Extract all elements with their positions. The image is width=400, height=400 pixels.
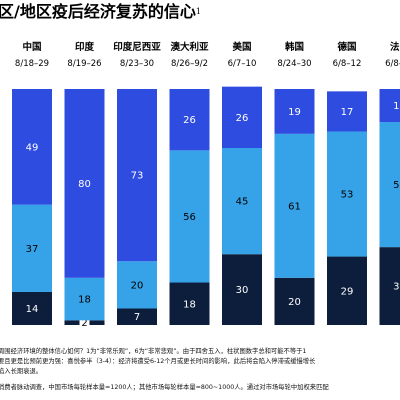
bar-7-pessimistic-segment <box>327 256 367 325</box>
bar-6-neutral-segment <box>274 133 315 278</box>
data-label: 14 <box>393 101 400 112</box>
bar-4-neutral-segment <box>169 150 210 283</box>
bar-8-pessimistic-segment <box>379 247 400 325</box>
bar-2-neutral-segment <box>64 277 105 321</box>
data-label: 53 <box>393 180 400 191</box>
category-label: 澳大利亚 <box>170 41 209 53</box>
bar-1-pessimistic-segment <box>12 291 52 325</box>
bar-7-optimistic-segment <box>327 91 367 132</box>
bar-2-optimistic-segment <box>64 89 105 278</box>
small-value-box <box>79 316 90 328</box>
data-label: 80 <box>78 179 91 190</box>
data-label: 18 <box>183 299 196 310</box>
date-label: 6/7–10 <box>228 59 257 69</box>
footnote-line-1: 周围经济环境的整体信心如何？1为“非常乐观”，6为“非常悲观”。由于四舍五入，柱… <box>0 348 307 355</box>
bar-4-optimistic-segment <box>169 89 210 151</box>
data-label: 20 <box>288 297 301 308</box>
bar-6-pessimistic-segment <box>274 277 315 325</box>
bar-7-neutral-segment <box>327 131 367 257</box>
date-label: 6/8–12 <box>385 59 400 69</box>
data-label: 61 <box>288 201 301 212</box>
data-label: 49 <box>26 142 39 153</box>
data-label: 7 <box>134 312 140 323</box>
data-label: 53 <box>341 190 354 201</box>
bar-8-neutral-segment <box>379 122 400 248</box>
date-label: 8/26–9/2 <box>171 59 208 69</box>
bar-3-optimistic-segment <box>117 89 157 262</box>
category-label: 中国 <box>22 41 41 53</box>
category-label: 印度 <box>75 41 95 53</box>
bar-6-optimistic-segment <box>274 89 315 134</box>
bar-5-pessimistic-segment <box>222 254 262 325</box>
data-label: 30 <box>236 285 249 296</box>
footnote-line-2: 要且更是比预前更为强：喜悦参半（3-4）：经济将遭受6-12个月或更长时间的影响… <box>0 358 316 365</box>
category-label: 法国 <box>390 41 400 53</box>
category-label: 印度尼西亚 <box>113 41 161 53</box>
data-label: 73 <box>131 171 144 182</box>
data-label: 45 <box>236 197 249 208</box>
data-label: 19 <box>288 107 301 118</box>
data-label: 56 <box>183 212 196 223</box>
bar-8-optimistic-segment <box>379 89 400 123</box>
bar-5-neutral-segment <box>222 148 262 255</box>
category-label: 德国 <box>337 41 356 53</box>
chart-title: 区/地区疫后经济复苏的信心1 <box>0 2 201 21</box>
data-label: 26 <box>236 113 249 124</box>
data-label: 29 <box>341 286 354 297</box>
bar-1-optimistic-segment <box>12 89 52 205</box>
data-label: 20 <box>131 280 144 291</box>
bar-3-pessimistic-segment <box>117 308 157 325</box>
bar-5-optimistic-segment <box>222 86 262 148</box>
footnote-line-4: 消费者脉动调查，中国市场每轮样本量=1200人；其他市场每轮样本量=800~10… <box>0 384 329 391</box>
data-label: 2 <box>81 318 87 329</box>
date-label: 8/19–26 <box>67 59 101 69</box>
data-label: 37 <box>26 244 39 255</box>
data-label: 26 <box>183 115 196 126</box>
date-label: 8/23–30 <box>120 59 154 69</box>
data-label: 33 <box>393 282 400 293</box>
category-label: 美国 <box>231 41 251 53</box>
footnotes: 周围经济环境的整体信心如何？1为“非常乐观”，6为“非常悲观”。由于四舍五入，柱… <box>0 347 400 393</box>
date-label: 8/24–30 <box>277 59 311 69</box>
data-label: 17 <box>341 107 354 118</box>
date-label: 8/18–29 <box>15 59 49 69</box>
data-label: 14 <box>26 304 39 315</box>
data-label: 18 <box>78 295 91 306</box>
date-label: 6/8–12 <box>333 59 362 69</box>
bar-3-neutral-segment <box>117 261 157 309</box>
category-label: 韩国 <box>285 41 304 53</box>
footnote-line-3: 陷入长期衰退。 <box>0 368 43 375</box>
bar-1-neutral-segment <box>12 204 52 292</box>
bar-4-pessimistic-segment <box>169 282 210 325</box>
